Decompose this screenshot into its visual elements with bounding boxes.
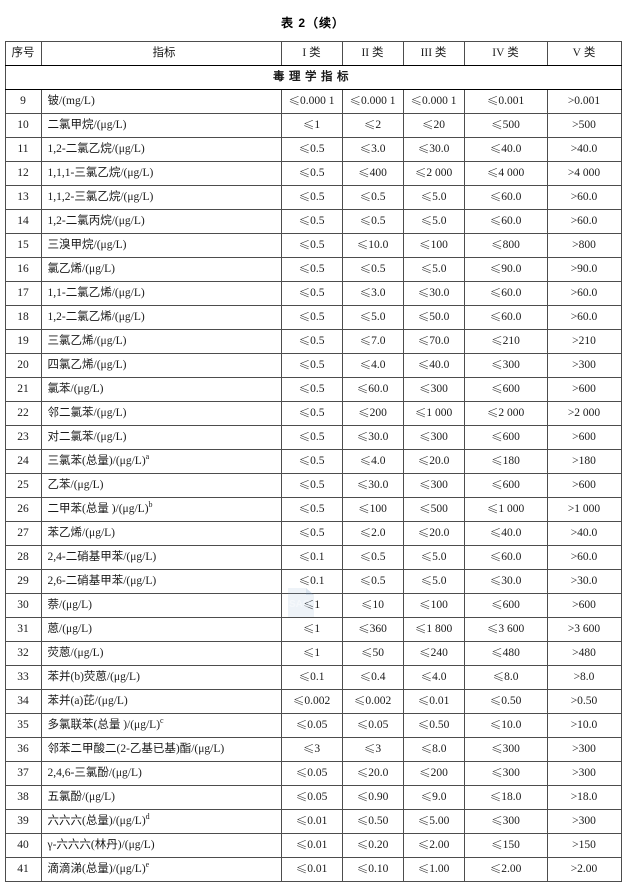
svg-text:SAC: SAC [289, 599, 310, 610]
